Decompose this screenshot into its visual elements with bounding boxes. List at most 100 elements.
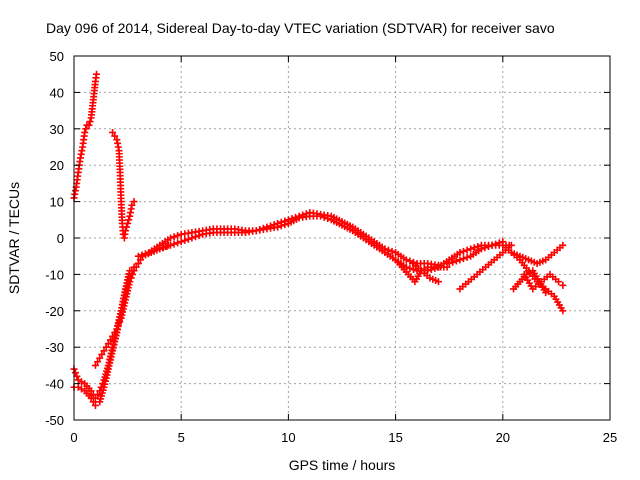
data-point xyxy=(121,227,129,235)
y-axis-ticks: -50 -40 -30 -20 -10 0 10 20 30 40 50 xyxy=(45,49,610,428)
data-point xyxy=(111,132,119,140)
data-point xyxy=(481,244,489,252)
data-point xyxy=(166,241,174,249)
x-tick-label: 5 xyxy=(178,430,185,445)
x-tick-label: 0 xyxy=(70,430,77,445)
data-point xyxy=(542,289,550,297)
data-point xyxy=(320,213,328,221)
data-point xyxy=(81,128,89,136)
data-point xyxy=(134,252,142,260)
data-point xyxy=(96,354,104,362)
data-point xyxy=(71,369,79,377)
data-point xyxy=(449,258,457,266)
data-point xyxy=(159,244,167,252)
data-point xyxy=(127,274,135,282)
data-point xyxy=(163,242,171,250)
data-point xyxy=(559,281,567,289)
data-point xyxy=(174,239,182,247)
data-point xyxy=(125,216,133,224)
data-point xyxy=(434,278,442,286)
y-tick-label: 50 xyxy=(50,49,64,64)
data-point xyxy=(87,387,95,395)
data-point xyxy=(195,232,203,240)
data-point xyxy=(445,259,453,267)
data-point xyxy=(130,198,138,206)
x-axis-ticks: 0 5 10 15 20 25 xyxy=(70,56,617,445)
data-point xyxy=(93,70,101,78)
data-point xyxy=(459,247,467,255)
y-tick-label: -20 xyxy=(45,304,64,319)
data-point xyxy=(104,340,112,348)
data-point xyxy=(136,256,144,264)
y-tick-label: 0 xyxy=(57,231,64,246)
data-point xyxy=(116,318,124,326)
y-tick-label: -50 xyxy=(45,413,64,428)
data-point xyxy=(317,212,325,220)
data-point xyxy=(156,245,164,253)
data-point xyxy=(467,245,475,253)
series-late-branch-5 xyxy=(456,241,515,293)
series-branch-b-early xyxy=(109,128,138,242)
data-point xyxy=(507,241,515,249)
y-tick-label: 30 xyxy=(50,122,64,137)
data-point xyxy=(324,215,332,223)
data-point xyxy=(132,263,140,271)
data-point xyxy=(274,223,282,231)
data-point xyxy=(94,391,102,399)
data-point xyxy=(174,232,182,240)
data-point xyxy=(177,238,185,246)
x-tick-label: 15 xyxy=(388,430,402,445)
x-tick-label: 25 xyxy=(603,430,617,445)
data-point xyxy=(85,121,93,129)
x-tick-label: 20 xyxy=(496,430,510,445)
data-point xyxy=(170,233,178,241)
data-point xyxy=(82,125,90,133)
data-point xyxy=(459,255,467,263)
data-point xyxy=(109,332,117,340)
x-tick-label: 10 xyxy=(281,430,295,445)
data-point xyxy=(485,242,493,250)
data-point xyxy=(406,264,414,272)
data-point xyxy=(456,249,464,257)
y-axis-label: SDTVAR / TECUs xyxy=(6,182,22,294)
data-point xyxy=(166,234,174,242)
series-main-band-lower xyxy=(156,212,442,275)
data-point xyxy=(559,241,567,249)
data-point xyxy=(181,236,189,244)
series-late-branch-2 xyxy=(409,259,442,286)
y-tick-label: 40 xyxy=(50,85,64,100)
data-point xyxy=(89,398,97,406)
y-tick-label: 10 xyxy=(50,195,64,210)
chart-title: Day 096 of 2014, Sidereal Day-to-day VTE… xyxy=(46,20,555,36)
data-point xyxy=(474,242,482,250)
data-point xyxy=(73,372,81,380)
data-point xyxy=(555,278,563,286)
data-point xyxy=(470,244,478,252)
data-point xyxy=(184,235,192,243)
grid xyxy=(74,56,610,420)
data-point xyxy=(452,257,460,265)
data-point xyxy=(409,266,417,274)
data-point xyxy=(114,321,122,329)
data-point xyxy=(94,358,102,366)
data-point xyxy=(126,278,134,286)
data-point xyxy=(388,247,396,255)
y-tick-label: -30 xyxy=(45,340,64,355)
data-point xyxy=(109,128,117,136)
data-point xyxy=(134,259,142,267)
data-point xyxy=(402,256,410,264)
data-point xyxy=(477,245,485,253)
data-point xyxy=(130,267,138,275)
data-point xyxy=(86,118,94,126)
data-point xyxy=(98,350,106,358)
data-point xyxy=(138,251,146,259)
data-point xyxy=(170,240,178,248)
y-tick-label: -10 xyxy=(45,267,64,282)
data-point xyxy=(100,347,108,355)
data-point xyxy=(456,256,464,264)
data-point xyxy=(128,201,136,209)
data-point xyxy=(559,307,567,315)
data-point xyxy=(123,223,131,231)
